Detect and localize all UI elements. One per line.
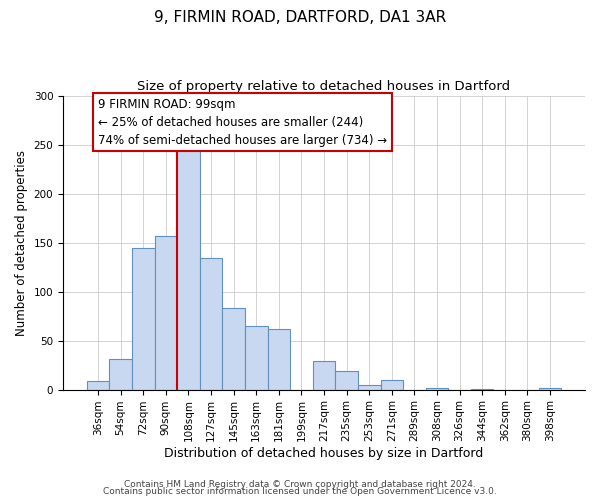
Bar — [132, 248, 155, 390]
Title: Size of property relative to detached houses in Dartford: Size of property relative to detached ho… — [137, 80, 511, 93]
Text: 9, FIRMIN ROAD, DARTFORD, DA1 3AR: 9, FIRMIN ROAD, DARTFORD, DA1 3AR — [154, 10, 446, 25]
Bar — [223, 308, 245, 390]
Bar — [380, 380, 403, 390]
Y-axis label: Number of detached properties: Number of detached properties — [15, 150, 28, 336]
Bar — [245, 326, 268, 390]
Bar — [200, 258, 223, 390]
Bar — [155, 236, 177, 390]
Bar — [539, 388, 561, 390]
Bar — [109, 359, 132, 390]
Bar — [425, 388, 448, 390]
Bar — [177, 152, 200, 390]
Bar — [335, 371, 358, 390]
X-axis label: Distribution of detached houses by size in Dartford: Distribution of detached houses by size … — [164, 447, 484, 460]
Bar — [268, 329, 290, 390]
Text: Contains public sector information licensed under the Open Government Licence v3: Contains public sector information licen… — [103, 488, 497, 496]
Text: 9 FIRMIN ROAD: 99sqm
← 25% of detached houses are smaller (244)
74% of semi-deta: 9 FIRMIN ROAD: 99sqm ← 25% of detached h… — [98, 98, 387, 146]
Bar — [471, 388, 493, 390]
Bar — [87, 381, 109, 390]
Bar — [358, 384, 380, 390]
Text: Contains HM Land Registry data © Crown copyright and database right 2024.: Contains HM Land Registry data © Crown c… — [124, 480, 476, 489]
Bar — [313, 361, 335, 390]
